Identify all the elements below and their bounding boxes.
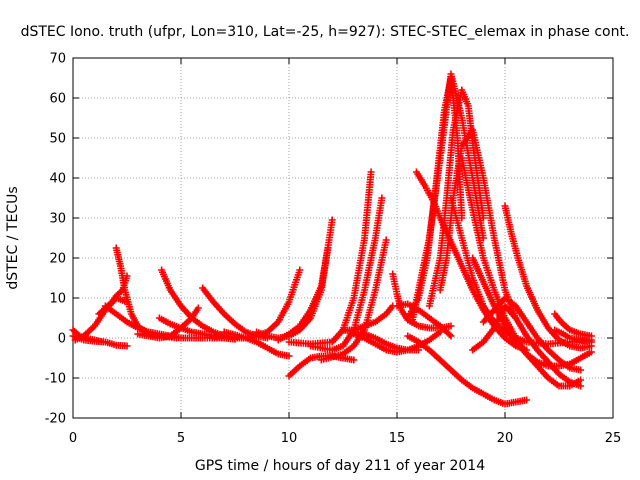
- y-tick-label: -10: [45, 372, 66, 387]
- y-tick-label: 50: [49, 132, 66, 147]
- data-series: [69, 70, 595, 408]
- series-marks: [134, 304, 202, 342]
- x-tick-label: 25: [605, 431, 622, 446]
- y-tick-label: 10: [49, 292, 66, 307]
- x-tick-label: 10: [281, 431, 298, 446]
- x-tick-label: 15: [389, 431, 406, 446]
- y-tick-label: 0: [58, 332, 66, 347]
- x-tick-label: 5: [177, 431, 185, 446]
- series-marks: [469, 302, 585, 390]
- series-marks: [551, 310, 595, 340]
- series-marks: [307, 194, 386, 354]
- y-tick-label: 30: [49, 212, 66, 227]
- series-marks: [408, 70, 487, 326]
- axis-ticks: 0 5 10 15 20 25 -20 -10 0 10 20 30 40 50 60 70: [45, 52, 622, 447]
- series-arc34: [479, 294, 585, 374]
- plot-frame: [72, 57, 614, 419]
- y-tick-label: 60: [49, 92, 66, 107]
- series-marks: [404, 332, 531, 408]
- series-arc36: [551, 310, 595, 340]
- y-tick-label: 70: [49, 52, 66, 67]
- series-arc26: [408, 70, 487, 326]
- chart-title: dSTEC Iono. truth (ufpr, Lon=310, Lat=-2…: [21, 24, 630, 40]
- series-marks: [393, 300, 455, 340]
- y-tick-label: 40: [49, 172, 66, 187]
- series-marks: [155, 314, 239, 343]
- x-axis-label: GPS time / hours of day 211 of year 2014: [195, 458, 485, 474]
- series-arc35: [501, 202, 595, 352]
- y-axis-label: dSTEC / TECUs: [5, 186, 21, 289]
- series-arc24: [393, 300, 455, 340]
- series-marks: [436, 126, 520, 322]
- series-arc33: [469, 302, 585, 390]
- series-marks: [479, 294, 585, 374]
- series-arc29: [436, 126, 520, 322]
- series-arc23: [404, 332, 531, 408]
- x-tick-label: 20: [497, 431, 514, 446]
- series-arc15: [274, 244, 332, 344]
- series-arc17: [307, 194, 386, 354]
- series-marks: [501, 202, 595, 352]
- series-marks: [551, 326, 595, 346]
- series-marks: [274, 244, 332, 344]
- series-arc08: [155, 314, 239, 343]
- y-tick-label: 20: [49, 252, 66, 267]
- series-arc37: [551, 326, 595, 346]
- y-tick-label: -20: [45, 412, 66, 427]
- series-arc09: [134, 304, 202, 342]
- x-tick-label: 0: [69, 431, 77, 446]
